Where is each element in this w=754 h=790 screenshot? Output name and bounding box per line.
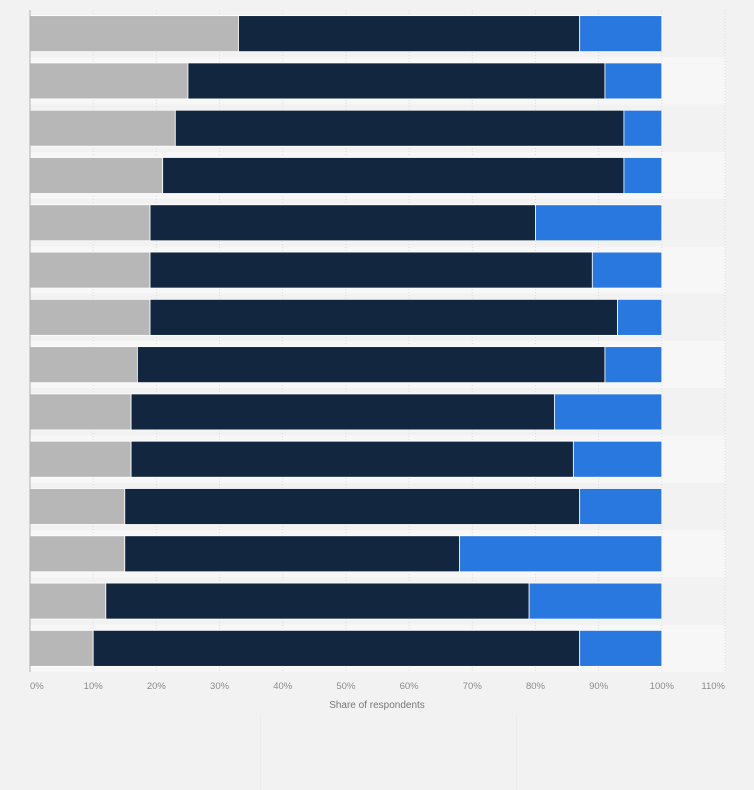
bar-segment-series-3[interactable] xyxy=(623,109,663,147)
bar-segment-series-1[interactable] xyxy=(29,535,126,573)
bar-segment-series-1[interactable] xyxy=(29,346,138,384)
bar-segment-series-1[interactable] xyxy=(29,15,239,53)
x-tick-label: 110% xyxy=(701,681,725,692)
bar-segment-series-2[interactable] xyxy=(149,204,536,242)
x-tick-label: 30% xyxy=(210,681,230,692)
bar-segment-series-2[interactable] xyxy=(174,109,625,147)
bar-segment-series-1[interactable] xyxy=(29,62,189,100)
bar-segment-series-1[interactable] xyxy=(29,157,164,194)
bar-segment-series-1[interactable] xyxy=(29,393,132,431)
x-tick-label: 0% xyxy=(30,681,44,692)
bar-segment-series-2[interactable] xyxy=(149,251,593,289)
bar-segment-series-2[interactable] xyxy=(162,157,625,194)
bar-segment-series-2[interactable] xyxy=(92,629,581,667)
bar-segment-series-3[interactable] xyxy=(591,251,663,289)
bar-segment-series-3[interactable] xyxy=(579,488,663,525)
bar-segment-series-2[interactable] xyxy=(149,298,618,336)
bar-segment-series-1[interactable] xyxy=(29,251,151,289)
bar-segment-series-3[interactable] xyxy=(579,15,663,53)
x-tick-label: 70% xyxy=(463,681,483,692)
bar-segment-series-2[interactable] xyxy=(130,393,555,431)
x-tick-label: 40% xyxy=(273,681,293,692)
bar-segment-series-2[interactable] xyxy=(124,488,581,525)
bar-segment-series-1[interactable] xyxy=(29,629,94,667)
bar-segment-series-1[interactable] xyxy=(29,440,132,478)
row-bands xyxy=(30,10,725,672)
bar-segment-series-1[interactable] xyxy=(29,109,176,147)
bar-segment-series-3[interactable] xyxy=(535,204,663,242)
bar-segment-series-3[interactable] xyxy=(617,298,663,336)
bar-segment-series-2[interactable] xyxy=(137,346,606,384)
x-axis-title: Share of respondents xyxy=(329,700,425,711)
bar-segment-series-2[interactable] xyxy=(238,15,581,53)
x-tick-label: 60% xyxy=(400,681,420,692)
bar-segment-series-2[interactable] xyxy=(124,535,461,573)
x-tick-label: 20% xyxy=(147,681,167,692)
x-tick-label: 80% xyxy=(526,681,546,692)
footer-left xyxy=(0,714,260,790)
bar-segment-series-2[interactable] xyxy=(105,582,530,620)
bars xyxy=(29,15,663,667)
bar-segment-series-3[interactable] xyxy=(528,582,663,620)
bar-segment-series-3[interactable] xyxy=(459,535,663,573)
bar-segment-series-1[interactable] xyxy=(29,582,107,620)
bar-segment-series-3[interactable] xyxy=(604,62,663,100)
bar-segment-series-3[interactable] xyxy=(554,393,663,431)
x-tick-label: 50% xyxy=(336,681,356,692)
bar-segment-series-3[interactable] xyxy=(604,346,663,384)
bar-segment-series-3[interactable] xyxy=(572,440,663,478)
footer-middle xyxy=(260,714,517,790)
x-tick-label: 10% xyxy=(84,681,104,692)
bar-segment-series-1[interactable] xyxy=(29,488,126,525)
bar-segment-series-1[interactable] xyxy=(29,204,151,242)
bar-segment-series-3[interactable] xyxy=(579,629,663,667)
x-tick-label: 100% xyxy=(650,681,675,692)
footer-right xyxy=(516,714,754,790)
x-tick-labels: 0% 10% 20% 30% 40% 50% 60% 70% 80% 90% 100% 110% xyxy=(30,681,726,692)
x-tick-label: 90% xyxy=(589,681,609,692)
bar-segment-series-1[interactable] xyxy=(29,298,151,336)
bar-segment-series-2[interactable] xyxy=(130,440,574,478)
bar-segment-series-3[interactable] xyxy=(623,157,663,194)
bar-segment-series-2[interactable] xyxy=(187,62,606,100)
stacked-bar-chart: 0% 10% 20% 30% 40% 50% 60% 70% 80% 90% 100% 110% Sh… xyxy=(29,10,726,711)
